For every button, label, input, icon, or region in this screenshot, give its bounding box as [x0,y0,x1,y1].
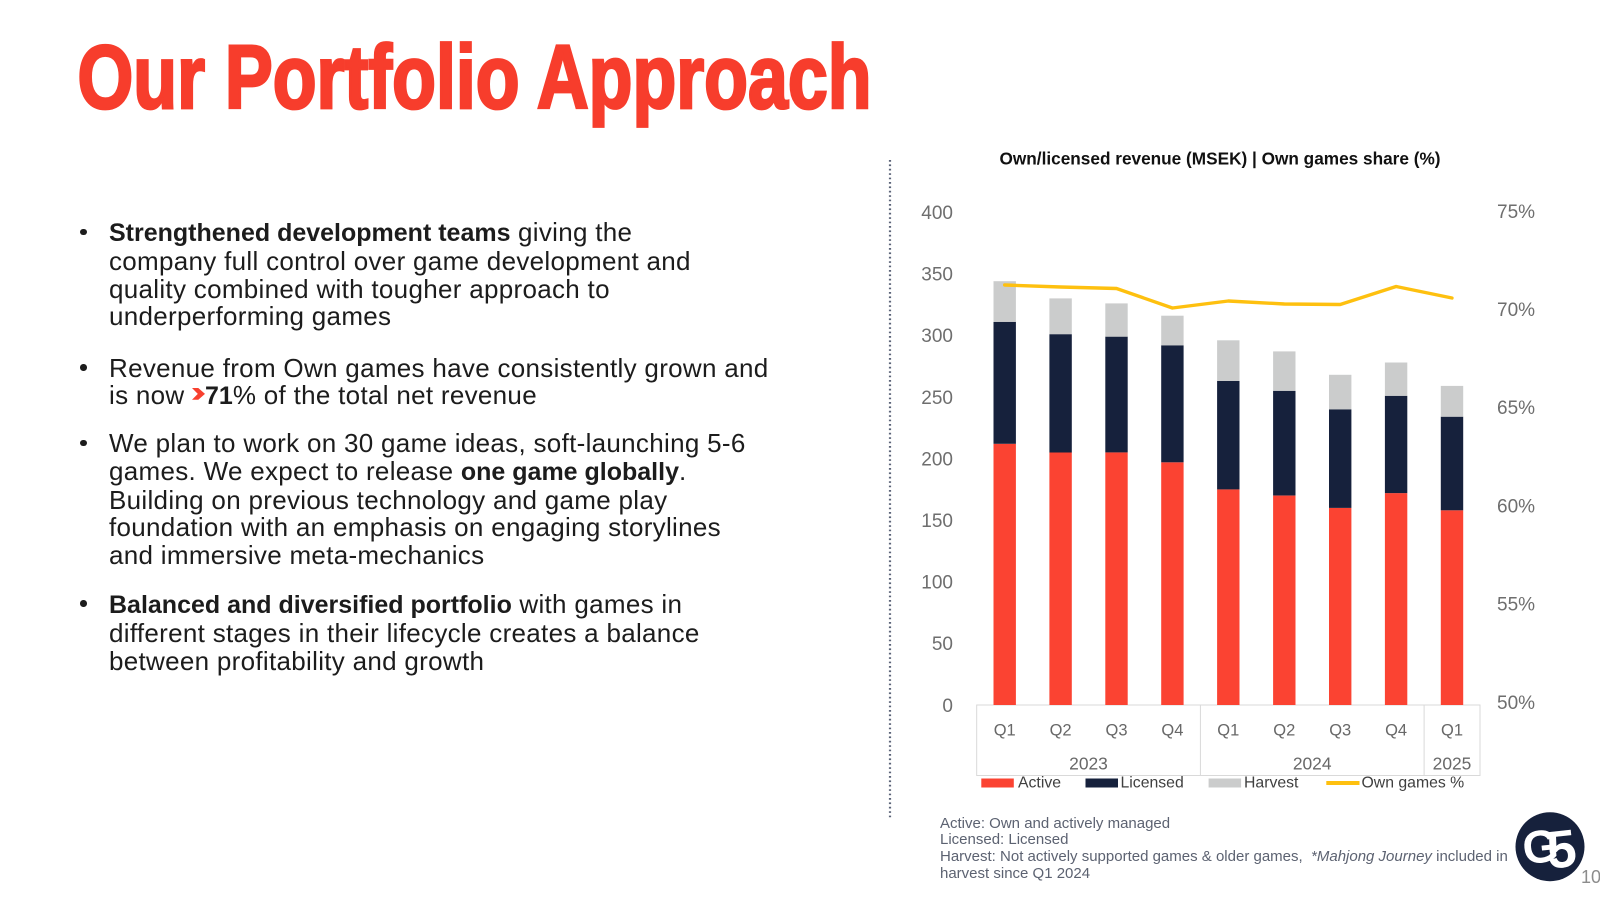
svg-text:400: 400 [921,203,953,224]
svg-text:G: G [1520,819,1561,874]
svg-text:Harvest: Harvest [1244,774,1299,791]
svg-text:300: 300 [921,326,953,347]
svg-text:100: 100 [921,573,953,594]
svg-text:Licensed: Licensed [1121,774,1184,791]
svg-text:50%: 50% [1497,693,1535,714]
svg-text:Q2: Q2 [1050,722,1072,740]
svg-text:Q3: Q3 [1105,722,1127,740]
svg-text:200: 200 [921,449,953,470]
svg-text:2023: 2023 [1069,754,1108,774]
svg-text:50: 50 [932,634,953,655]
svg-text:0: 0 [942,696,953,717]
svg-text:70%: 70% [1497,300,1535,321]
svg-text:Own/licensed revenue (MSEK) |: Own/licensed revenue (MSEK) | Own games … [1000,149,1441,169]
svg-text:150: 150 [921,511,953,532]
svg-text:55%: 55% [1497,595,1535,616]
svg-text:Q4: Q4 [1161,722,1183,740]
svg-text:250: 250 [921,388,953,409]
svg-text:75%: 75% [1497,202,1535,223]
svg-text:2024: 2024 [1293,754,1332,774]
svg-text:Q1: Q1 [1441,722,1463,740]
svg-text:Own games %: Own games % [1362,774,1465,791]
svg-text:60%: 60% [1497,496,1535,517]
svg-text:Q4: Q4 [1385,722,1407,740]
svg-text:Q2: Q2 [1273,722,1295,740]
svg-text:Q1: Q1 [1217,722,1239,740]
svg-text:5: 5 [1544,819,1579,881]
svg-text:2025: 2025 [1433,754,1472,774]
svg-text:Q1: Q1 [994,722,1016,740]
svg-text:Active: Active [1018,774,1061,791]
svg-text:Q3: Q3 [1329,722,1351,740]
svg-text:65%: 65% [1497,398,1535,419]
svg-text:Our Portfolio Approach: Our Portfolio Approach [78,30,872,128]
svg-text:350: 350 [921,265,953,286]
